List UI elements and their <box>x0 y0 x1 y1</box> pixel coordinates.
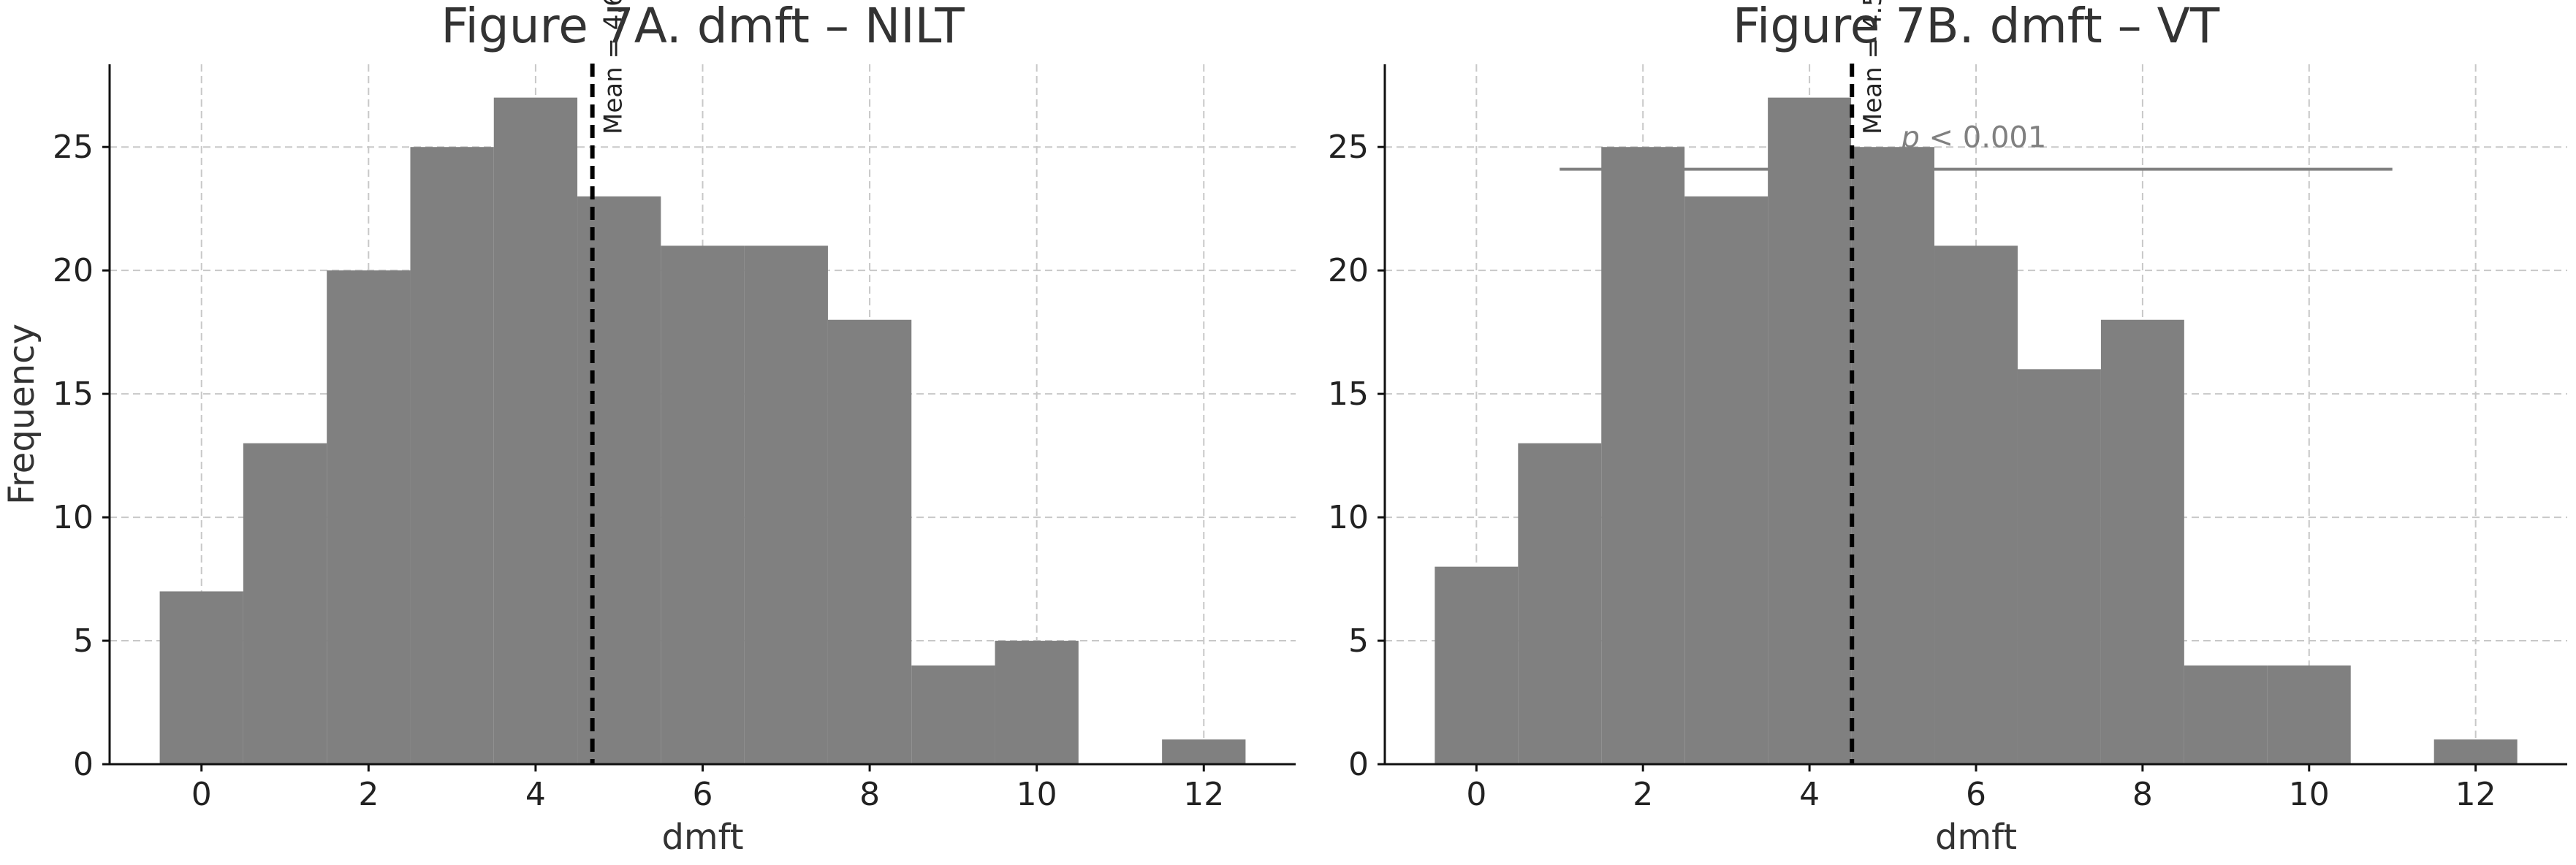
x-tick-label: 8 <box>859 776 880 813</box>
p-value-text: < 0.001 <box>1920 121 2046 155</box>
bar-0 <box>1435 566 1519 764</box>
bar-4 <box>1768 97 1852 765</box>
y-tick-label: 5 <box>73 622 94 660</box>
bar-9 <box>2184 665 2268 764</box>
bar-10 <box>995 641 1079 764</box>
significance-label: p < 0.001 <box>1900 121 2046 155</box>
x-tick-label: 6 <box>1966 776 1986 813</box>
chart-title: Figure 7B. dmft – VT <box>1733 0 2220 54</box>
bar-6 <box>661 245 745 764</box>
x-tick-label: 0 <box>191 776 212 813</box>
panel-7b: p < 0.001 Mean = 4.51 0 2 4 6 8 10 12 0 5 10 15 20… <box>1328 0 2567 858</box>
bar-12 <box>2433 739 2518 764</box>
y-tick-label: 20 <box>1328 252 1369 289</box>
bar-10 <box>2267 665 2351 764</box>
bar-1 <box>1518 443 1602 764</box>
bar-2 <box>327 270 411 765</box>
y-tick-label: 25 <box>53 129 94 166</box>
x-ticks: 0 2 4 6 8 10 12 <box>191 764 1224 813</box>
bar-5 <box>577 196 661 764</box>
bar-3 <box>410 147 494 764</box>
bar-7 <box>744 245 828 764</box>
y-tick-label: 0 <box>1348 746 1369 783</box>
x-tick-label: 2 <box>1633 776 1653 813</box>
x-ticks: 0 2 4 6 8 10 12 <box>1466 764 2496 813</box>
bar-9 <box>911 665 995 764</box>
x-axis-label: dmft <box>661 817 743 858</box>
x-tick-label: 10 <box>2289 776 2330 813</box>
mean-label: Mean = 4.51 <box>1858 0 1888 134</box>
bar-8 <box>2100 319 2184 764</box>
p-symbol: p <box>1900 121 1919 155</box>
bar-12 <box>1162 739 1246 764</box>
bar-7 <box>2017 369 2101 764</box>
y-axis-label: Frequency <box>1 324 42 505</box>
y-tick-label: 10 <box>53 499 94 536</box>
x-axis-label: dmft <box>1935 817 2017 858</box>
x-tick-label: 12 <box>1183 776 1224 813</box>
bar-8 <box>827 319 912 764</box>
bar-1 <box>243 443 327 764</box>
bar-5 <box>1851 147 1935 764</box>
bar-0 <box>159 591 243 764</box>
x-tick-label: 8 <box>2132 776 2153 813</box>
y-ticks: 0 5 10 15 20 25 <box>1328 129 1385 783</box>
y-ticks: 0 5 10 15 20 25 <box>53 129 110 783</box>
x-tick-label: 0 <box>1466 776 1486 813</box>
y-tick-label: 0 <box>73 746 94 783</box>
mean-label: Mean = 4.68 <box>599 0 628 134</box>
histogram-bars <box>1435 97 2518 765</box>
x-tick-label: 4 <box>1799 776 1820 813</box>
x-tick-label: 12 <box>2455 776 2496 813</box>
bar-4 <box>493 97 578 765</box>
y-tick-label: 5 <box>1348 622 1369 660</box>
bar-6 <box>1934 245 2018 764</box>
bar-3 <box>1684 196 1768 764</box>
chart-title: Figure 7A. dmft – NILT <box>441 0 965 54</box>
y-tick-label: 20 <box>53 252 94 289</box>
x-tick-label: 6 <box>693 776 713 813</box>
x-tick-label: 4 <box>525 776 546 813</box>
x-tick-label: 10 <box>1017 776 1057 813</box>
y-tick-label: 15 <box>53 376 94 413</box>
bar-2 <box>1601 147 1685 764</box>
y-tick-label: 15 <box>1328 376 1369 413</box>
y-tick-label: 10 <box>1328 499 1369 536</box>
y-tick-label: 25 <box>1328 129 1369 166</box>
x-tick-label: 2 <box>358 776 379 813</box>
panel-7a: Mean = 4.68 0 2 4 6 8 10 12 0 5 10 15 20 25 Figure … <box>1 0 1296 858</box>
